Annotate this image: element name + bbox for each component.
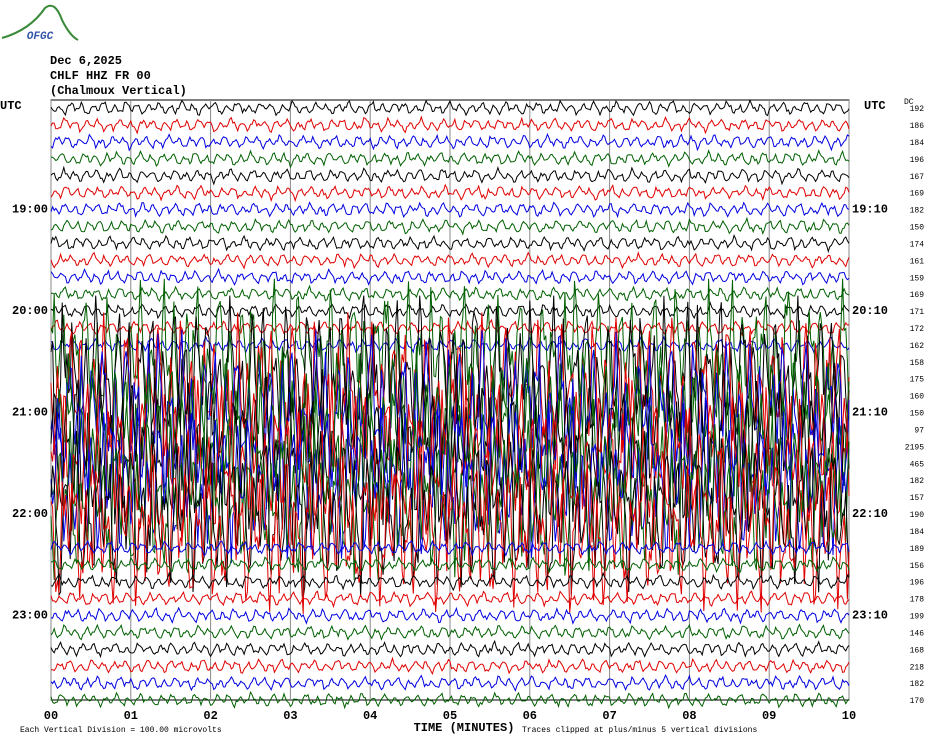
left-time-label: 19:00 bbox=[12, 203, 48, 217]
dc-value: 150 bbox=[910, 224, 925, 233]
dc-value: 199 bbox=[910, 613, 925, 622]
dc-value: 146 bbox=[910, 629, 925, 638]
dc-value: 97 bbox=[914, 426, 924, 435]
dc-value: 168 bbox=[910, 646, 925, 655]
trace bbox=[50, 251, 850, 270]
footer-left: Each Vertical Division = 100.00 microvol… bbox=[20, 726, 222, 735]
title-line: (Chalmoux Vertical) bbox=[50, 84, 187, 98]
x-tick-label: 01 bbox=[124, 709, 138, 723]
dc-value: 189 bbox=[910, 545, 925, 554]
trace bbox=[50, 149, 850, 169]
right-time-label: 20:10 bbox=[852, 304, 888, 318]
trace bbox=[50, 98, 850, 117]
right-header: UTC bbox=[864, 99, 886, 113]
dc-value: 157 bbox=[910, 494, 925, 503]
dc-value: 182 bbox=[910, 680, 925, 689]
dc-value: 162 bbox=[910, 342, 925, 351]
dc-header: DC bbox=[904, 98, 914, 107]
trace bbox=[50, 165, 850, 186]
dc-value: 159 bbox=[910, 274, 925, 283]
trace bbox=[50, 556, 850, 574]
x-axis-label: TIME (MINUTES) bbox=[414, 721, 515, 735]
dc-value: 150 bbox=[910, 410, 925, 419]
trace bbox=[50, 538, 850, 557]
left-time-label: 21:00 bbox=[12, 406, 48, 420]
left-time-label: 23:00 bbox=[12, 609, 48, 623]
x-tick-label: 00 bbox=[44, 709, 58, 723]
dc-value: 2195 bbox=[905, 443, 924, 452]
title-line: CHLF HHZ FR 00 bbox=[50, 69, 151, 83]
dc-value: 161 bbox=[910, 257, 925, 266]
logo-text: OFGC bbox=[27, 31, 54, 43]
right-time-label: 23:10 bbox=[852, 609, 888, 623]
trace bbox=[50, 590, 850, 609]
right-time-label: 22:10 bbox=[852, 507, 888, 521]
dc-value: 182 bbox=[910, 477, 925, 486]
trace bbox=[50, 690, 850, 710]
footer-right: Traces clipped at plus/minus 5 vertical … bbox=[522, 726, 757, 735]
dc-value: 218 bbox=[910, 663, 925, 672]
dc-value: 178 bbox=[910, 596, 925, 605]
dc-value: 167 bbox=[910, 173, 925, 182]
x-tick-label: 03 bbox=[283, 709, 297, 723]
x-tick-label: 05 bbox=[443, 709, 457, 723]
x-tick-label: 08 bbox=[682, 709, 696, 723]
trace bbox=[50, 278, 850, 445]
dc-value: 169 bbox=[910, 190, 925, 199]
trace bbox=[50, 284, 850, 303]
left-time-label: 20:00 bbox=[12, 304, 48, 318]
trace bbox=[50, 639, 850, 659]
dc-value: 175 bbox=[910, 376, 925, 385]
trace bbox=[50, 447, 850, 614]
dc-value: 186 bbox=[910, 122, 925, 131]
dc-value: 170 bbox=[910, 697, 925, 706]
trace bbox=[50, 623, 850, 642]
x-tick-label: 04 bbox=[363, 709, 377, 723]
logo-mark bbox=[1, 4, 79, 41]
dc-value: 184 bbox=[910, 528, 925, 537]
trace bbox=[50, 571, 850, 592]
right-time-label: 21:10 bbox=[852, 406, 888, 420]
title-line: Dec 6,2025 bbox=[50, 54, 122, 68]
dc-value: 196 bbox=[910, 579, 925, 588]
dc-value: 465 bbox=[910, 460, 925, 469]
dc-value: 156 bbox=[910, 562, 925, 571]
trace bbox=[50, 234, 850, 254]
x-tick-label: 07 bbox=[602, 709, 616, 723]
trace bbox=[51, 656, 850, 676]
dc-value: 184 bbox=[910, 139, 925, 148]
trace bbox=[50, 267, 850, 286]
trace bbox=[50, 312, 850, 479]
x-tick-label: 10 bbox=[842, 709, 856, 723]
dc-value: 169 bbox=[910, 291, 925, 300]
left-header: UTC bbox=[0, 99, 22, 113]
trace bbox=[50, 132, 850, 152]
x-tick-label: 09 bbox=[762, 709, 776, 723]
dc-value: 190 bbox=[910, 511, 925, 520]
dc-value: 171 bbox=[910, 308, 925, 317]
trace bbox=[50, 201, 850, 219]
trace bbox=[50, 318, 850, 337]
trace bbox=[50, 183, 850, 203]
dc-value: 172 bbox=[910, 325, 925, 334]
trace bbox=[50, 115, 850, 135]
trace bbox=[50, 300, 850, 320]
x-tick-label: 02 bbox=[203, 709, 217, 723]
dc-value: 174 bbox=[910, 240, 925, 249]
dc-value: 158 bbox=[910, 359, 925, 368]
trace bbox=[50, 606, 850, 625]
trace bbox=[50, 216, 850, 236]
dc-value: 160 bbox=[910, 393, 925, 402]
dc-value: 182 bbox=[910, 207, 925, 216]
dc-value: 192 bbox=[910, 105, 925, 114]
left-time-label: 22:00 bbox=[12, 507, 48, 521]
dc-value: 196 bbox=[910, 156, 925, 165]
right-time-label: 19:10 bbox=[852, 203, 888, 217]
trace bbox=[50, 674, 850, 692]
x-tick-label: 06 bbox=[523, 709, 537, 723]
